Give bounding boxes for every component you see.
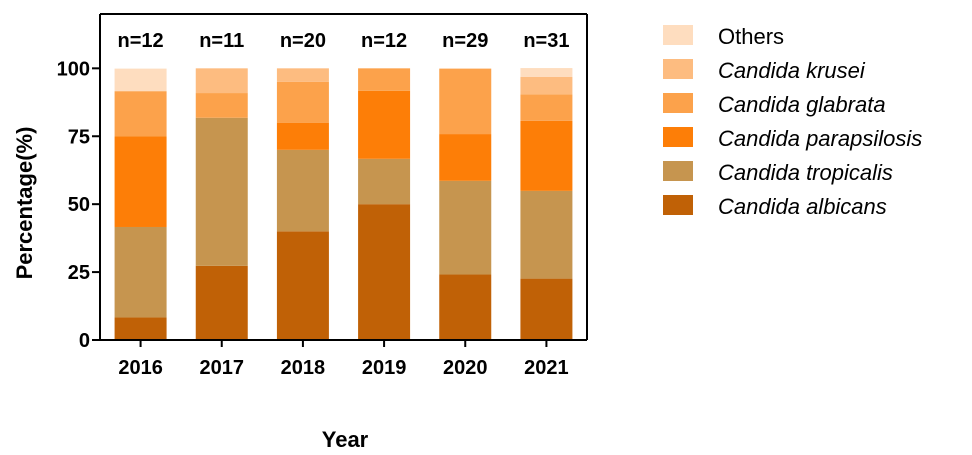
sample-count-label: n=12 [118,30,164,52]
y-tick-label: 100 [57,58,90,80]
bar-segment-2016-others [114,68,167,92]
y-tick-label: 50 [68,194,90,216]
labels-layer: 2016 n=12 2017 n=11 2018 n=20 2019 n=12 2020 n=29… [57,30,570,379]
y-axis-title: Percentage(%) [12,127,37,280]
legend-swatch [663,161,693,181]
bar-segment-2019-candida-albicans [358,204,411,340]
legend: Others Candida krusei Candida glabrata Cand… [663,24,922,219]
bar-segment-2016-candida-albicans [114,317,167,340]
x-tick-label: 2016 [118,357,163,379]
legend-label: Candida tropicalis [718,160,893,185]
legend-swatch [663,93,693,113]
sample-count-label: n=20 [280,30,326,52]
bar-segment-2018-candida-glabrata [276,81,329,123]
bar-segment-2016-candida-parapsilosis [114,136,167,227]
legend-label: Candida krusei [718,58,866,83]
y-tick-label: 75 [68,126,90,148]
x-tick-label: 2019 [362,357,407,379]
bar-segment-2019-candida-parapsilosis [358,90,411,159]
bar-segment-2020-candida-albicans [439,274,492,340]
legend-swatch [663,195,693,215]
x-axis-title: Year [322,427,369,450]
legend-swatch [663,59,693,79]
sample-count-label: n=31 [523,30,569,52]
bar-segment-2018-candida-parapsilosis [276,122,329,150]
bar-segment-2016-candida-tropicalis [114,226,167,318]
bar-segment-2020-candida-tropicalis [439,180,492,275]
y-tick-label: 0 [79,330,90,352]
bar-segment-2021-candida-tropicalis [520,190,573,279]
bar-segment-2018-candida-albicans [276,231,329,340]
bar-segment-2020-candida-parapsilosis [439,134,492,181]
bars-layer [114,68,573,340]
y-tick-label: 25 [68,262,90,284]
bar-segment-2021-candida-krusei [520,76,573,95]
x-tick-label: 2020 [443,357,488,379]
legend-label: Others [718,24,784,49]
bar-segment-2020-candida-glabrata [439,68,492,135]
sample-count-label: n=11 [199,30,244,52]
sample-count-label: n=29 [442,30,488,52]
bar-segment-2018-candida-tropicalis [276,149,329,232]
bar-segment-2017-candida-albicans [195,265,248,340]
legend-label: Candida glabrata [718,92,886,117]
x-tick-label: 2021 [524,357,569,379]
bar-segment-2021-candida-parapsilosis [520,120,573,191]
bar-segment-2019-candida-tropicalis [358,158,411,205]
bar-segment-2017-candida-tropicalis [195,117,248,266]
bar-segment-2021-others [520,68,573,77]
bar-segment-2017-candida-krusei [195,68,248,94]
bar-segment-2016-candida-glabrata [114,91,167,137]
bar-segment-2019-candida-glabrata [358,68,411,91]
legend-label: Candida parapsilosis [718,126,922,151]
x-tick-label: 2017 [200,357,245,379]
bar-segment-2021-candida-glabrata [520,94,573,121]
legend-label: Candida albicans [718,194,887,219]
bar-segment-2018-candida-krusei [276,68,329,82]
legend-swatch [663,25,693,45]
x-tick-label: 2018 [281,357,326,379]
legend-swatch [663,127,693,147]
axes-layer [92,13,588,347]
sample-count-label: n=12 [361,30,407,52]
bar-segment-2017-candida-glabrata [195,93,248,118]
bar-segment-2021-candida-albicans [520,278,573,340]
